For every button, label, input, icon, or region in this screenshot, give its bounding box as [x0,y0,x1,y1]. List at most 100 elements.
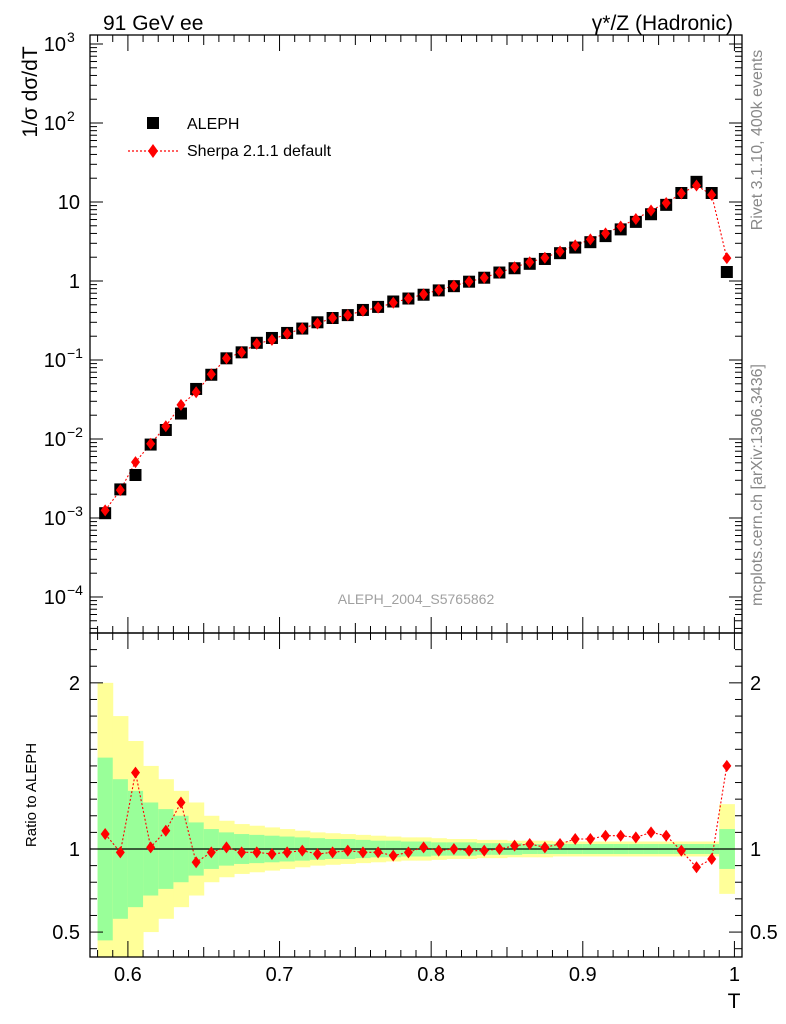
sherpa-data-point [328,312,338,325]
sherpa-data-point [464,275,474,288]
sherpa-data-point [206,368,216,381]
sherpa-data-point [661,197,671,210]
ratio-sherpa-point [130,766,140,779]
ratio-sherpa-point [525,838,535,851]
sherpa-line [104,184,728,511]
sherpa-data-point [358,304,368,317]
ratio-x-axis: 0.6 0.7 0.8 0.9 1 [97,633,740,986]
ratio-y-tick-label-right: 2 [750,673,761,695]
main-y-tick-label: 10 [44,429,66,451]
sherpa-data-point [646,204,656,217]
ratio-sherpa-point [479,844,489,857]
ratio-sherpa-point [707,852,717,865]
sherpa-data-point [297,322,307,335]
sherpa-data-point [388,296,398,309]
sherpa-data-point [237,346,247,359]
rivet-version-label: Rivet 3.1.10, 400k events [749,50,766,231]
sherpa-data-point [282,327,292,340]
sherpa-data-point [115,484,125,497]
sherpa-data-point [130,456,140,469]
sherpa-data-point [707,188,717,201]
ratio-sherpa-point [358,846,368,859]
legend-marker-aleph [147,117,159,129]
legend-marker-sherpa [148,144,158,158]
ratio-sherpa-point [510,839,520,852]
main-y-tick-label: 10 [44,34,66,56]
ratio-sherpa-point [100,828,110,841]
ratio-x-tick-label: 1 [729,964,740,986]
sherpa-data-point [510,261,520,274]
sherpa-data-point [419,288,429,301]
sherpa-data-point [570,239,580,252]
sherpa-data-point [312,317,322,330]
ratio-sherpa-point [449,843,459,855]
sherpa-data-point [676,187,686,200]
main-y-tick-label: 10 [44,113,66,135]
sherpa-data-point [631,212,641,225]
main-y-tick-label: 10 [58,192,80,214]
ratio-x-tick-label: 0.6 [114,964,142,986]
ratio-sherpa-point [328,846,338,859]
main-x-axis-ticks [97,35,735,633]
sherpa-data-point [616,220,626,233]
sherpa-data-point [176,398,186,411]
main-plot-area [99,175,733,520]
sherpa-data-point [585,233,595,246]
main-y-tick-label: 1 [69,271,80,293]
ratio-sherpa-point [722,759,732,772]
sherpa-data-point [601,227,611,240]
legend-label-aleph: ALEPH [187,116,239,133]
ratio-sherpa-point [419,841,429,854]
ratio-sherpa-point [585,833,595,846]
ratio-sherpa-point [403,846,413,859]
sherpa-data-point [221,352,231,365]
ratio-sherpa-point [312,847,322,860]
ratio-sherpa-point [221,841,231,854]
mcplots-credit-label: mcplots.cern.ch [arXiv:1306.3436] [749,364,766,606]
ratio-y-tick-label-right: 1 [750,839,761,861]
ratio-y-tick-label: 1 [69,839,80,861]
ratio-x-tick-label: 0.8 [417,964,445,986]
sherpa-data-point [146,437,156,450]
ratio-sherpa-point [176,796,186,809]
ratio-sherpa-point [631,831,641,844]
ratio-sherpa-point [540,841,550,854]
aleph-data-point [129,469,142,482]
ratio-plot-area [90,682,742,957]
ratio-sherpa-point [661,829,671,842]
ratio-sherpa-point [676,844,686,857]
ratio-y-axis-label: Ratio to ALEPH [23,743,40,847]
ratio-sherpa-point [237,846,247,859]
main-y-tick-exponent: 3 [67,29,75,45]
sherpa-data-point [161,420,171,433]
ratio-sherpa-point [252,846,262,859]
ratio-sherpa-point [343,844,353,857]
ratio-sherpa-point [191,856,201,869]
x-axis-label: T [728,990,741,1013]
sherpa-data-point [449,279,459,292]
ratio-y-tick-label: 2 [69,673,80,695]
main-y-axis-label: 1/σ dσ/dT [19,46,42,137]
sherpa-data-point [540,251,550,264]
ratio-sherpa-point [146,841,156,854]
sherpa-data-point [525,256,535,269]
ratio-sherpa-point [388,849,398,862]
main-y-tick-exponent: −3 [67,503,83,519]
main-y-tick-exponent: −4 [67,582,83,598]
legend-label-sherpa: Sherpa 2.1.1 default [187,143,332,160]
main-y-tick-label: 10 [44,508,66,530]
ratio-sherpa-point [555,838,565,851]
main-y-tick-label: 10 [44,587,66,609]
ratio-sherpa-point [601,829,611,842]
ratio-sherpa-point [646,826,656,839]
ratio-sherpa-point [115,846,125,859]
ratio-x-tick-label: 0.7 [266,964,294,986]
main-y-tick-label: 10 [44,350,66,372]
ratio-sherpa-point [692,861,702,874]
sherpa-data-point [555,245,565,258]
main-y-tick-exponent: −1 [67,345,83,361]
ratio-sherpa-point [494,843,504,855]
